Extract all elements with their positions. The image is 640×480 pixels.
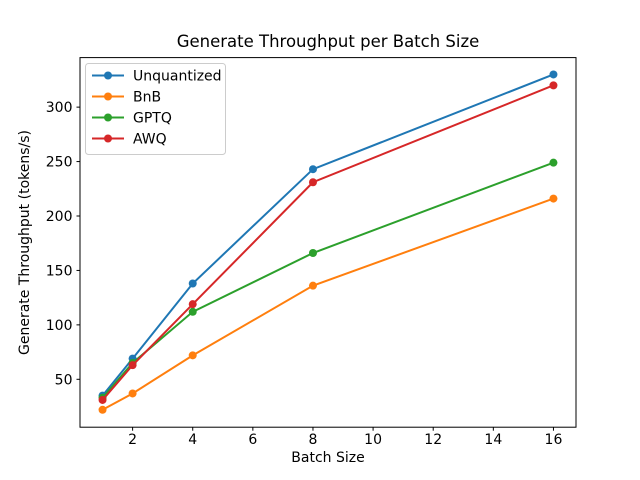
x-tick-label: 2: [128, 432, 137, 448]
data-point-gptq: [308, 249, 317, 258]
data-point-awq: [128, 361, 137, 370]
x-tick-label: 4: [188, 432, 197, 448]
x-tick-label: 14: [484, 432, 502, 448]
legend-marker-bnb: [104, 92, 112, 101]
x-tick-label: 16: [545, 432, 563, 448]
y-tick-label: 100: [46, 318, 73, 334]
y-tick-label: 200: [46, 209, 73, 225]
data-point-bnb: [188, 351, 197, 360]
data-point-awq: [98, 395, 107, 404]
x-tick-label: 12: [424, 432, 442, 448]
legend-marker-gptq: [104, 113, 112, 122]
y-tick-label: 250: [46, 155, 73, 171]
legend-label-gptq: GPTQ: [133, 111, 172, 127]
axes-group: 2 4 6 8 10 12 14 16 50 100 150 200 250 300 Unquantized…: [46, 57, 577, 448]
data-point-awq: [188, 300, 197, 309]
x-tick-label: 8: [309, 432, 318, 448]
data-point-awq: [308, 178, 317, 187]
data-point-awq: [549, 81, 558, 90]
x-tick-label: 10: [364, 432, 382, 448]
y-tick-label: 300: [46, 100, 73, 116]
x-axis-label: Batch Size: [291, 450, 364, 466]
legend-label-awq: AWQ: [133, 132, 167, 148]
data-point-bnb: [308, 281, 317, 290]
data-point-gptq: [188, 307, 197, 316]
y-tick-label: 50: [55, 372, 73, 388]
data-point-bnb: [98, 405, 107, 414]
x-tick-label: 6: [248, 432, 257, 448]
legend-marker-awq: [104, 134, 112, 143]
data-point-unquantized: [188, 279, 197, 288]
legend-box: [85, 63, 226, 155]
y-tick-label: 150: [46, 263, 73, 279]
data-point-gptq: [549, 158, 558, 167]
y-axis-label: Generate Throughput (tokens/s): [17, 130, 33, 355]
chart-title: Generate Throughput per Batch Size: [177, 32, 480, 51]
data-point-bnb: [549, 194, 558, 203]
legend-label-unquantized: Unquantized: [133, 69, 222, 85]
legend-marker-unquantized: [104, 71, 112, 80]
data-point-unquantized: [549, 70, 558, 79]
plot-border: [79, 57, 577, 428]
data-point-unquantized: [308, 165, 317, 174]
legend-label-bnb: BnB: [133, 90, 161, 106]
data-point-bnb: [128, 389, 137, 398]
